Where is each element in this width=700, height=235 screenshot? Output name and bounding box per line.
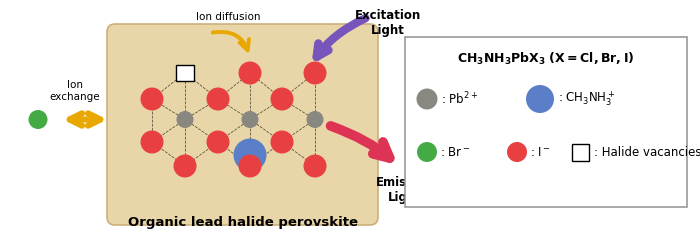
- Circle shape: [176, 111, 193, 128]
- Circle shape: [304, 62, 326, 85]
- Circle shape: [174, 154, 197, 177]
- FancyBboxPatch shape: [107, 24, 378, 225]
- Text: Emission
Light: Emission Light: [376, 176, 434, 204]
- Circle shape: [270, 130, 293, 153]
- Text: Excitation
Light: Excitation Light: [355, 9, 421, 37]
- Circle shape: [304, 154, 326, 177]
- Circle shape: [239, 154, 262, 177]
- Circle shape: [206, 130, 230, 153]
- Text: Organic lead halide perovskite: Organic lead halide perovskite: [127, 216, 358, 229]
- FancyBboxPatch shape: [405, 37, 687, 207]
- Text: : CH$_3$NH$_3^+$: : CH$_3$NH$_3^+$: [558, 90, 615, 108]
- Circle shape: [141, 130, 164, 153]
- Circle shape: [241, 111, 258, 128]
- Text: : I$^-$: : I$^-$: [530, 145, 551, 158]
- FancyArrowPatch shape: [213, 32, 249, 50]
- Circle shape: [206, 87, 230, 110]
- Text: $\bf{CH_3NH_3PbX_3}$ $\bf{(X= Cl, Br, I)}$: $\bf{CH_3NH_3PbX_3}$ $\bf{(X= Cl, Br, I)…: [457, 51, 635, 67]
- Circle shape: [416, 89, 438, 110]
- Circle shape: [29, 110, 48, 129]
- Circle shape: [234, 138, 267, 172]
- Text: Ion
exchange: Ion exchange: [50, 80, 100, 102]
- Bar: [176, 65, 194, 81]
- Circle shape: [526, 85, 554, 113]
- Bar: [571, 144, 589, 161]
- Circle shape: [417, 142, 437, 162]
- Text: : Pb$^{2+}$: : Pb$^{2+}$: [441, 91, 478, 107]
- Text: Ion diffusion: Ion diffusion: [196, 12, 260, 22]
- Circle shape: [270, 87, 293, 110]
- Text: : Br$^-$: : Br$^-$: [440, 145, 470, 158]
- Circle shape: [307, 111, 323, 128]
- Text: : Halide vacancies: : Halide vacancies: [594, 145, 700, 158]
- Circle shape: [239, 62, 262, 85]
- Circle shape: [507, 142, 527, 162]
- Circle shape: [141, 87, 164, 110]
